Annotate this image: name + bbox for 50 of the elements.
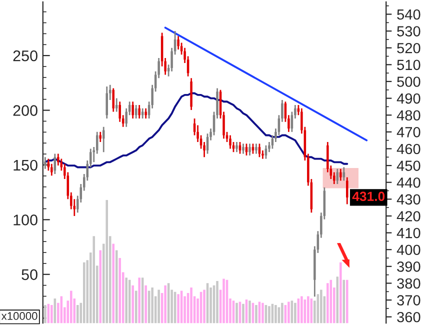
candlestick	[258, 142, 261, 158]
y-tick-label: 510	[397, 60, 420, 70]
y-tick-label: 430	[396, 194, 420, 205]
y-tick-label: 380	[397, 278, 420, 289]
candlestick	[99, 131, 102, 143]
candlestick	[50, 163, 53, 176]
y-tick-label: 390	[397, 262, 420, 272]
candlestick	[144, 108, 147, 120]
candlestick	[106, 86, 108, 120]
y-tick-label: 500	[397, 76, 420, 87]
y-tick-label: 470	[396, 127, 420, 138]
y-tick-label: 200	[13, 105, 38, 116]
y-tick-label: 460	[396, 144, 420, 154]
y-tick-label: 440	[396, 177, 420, 188]
candlestick	[242, 142, 244, 154]
y-tick-label: 360	[397, 312, 420, 322]
candlestick	[115, 98, 118, 112]
annotation: 431.0	[352, 192, 385, 202]
candlestick	[177, 35, 180, 50]
candlestick	[57, 153, 60, 166]
y-tick-label: 490	[396, 93, 420, 104]
candlestick	[340, 168, 342, 182]
y-tick-label: 520	[397, 42, 420, 54]
y-tick-label: 480	[396, 110, 420, 121]
candlestick	[248, 142, 251, 156]
candlestick	[44, 156, 46, 170]
candlestick	[132, 100, 134, 120]
candlestick	[264, 144, 268, 160]
candlestick	[112, 88, 114, 112]
y-tick-label: 250	[13, 50, 38, 62]
y-tick-label: 530	[397, 26, 420, 36]
candlestick	[346, 176, 348, 205]
y-tick-label: 150	[14, 160, 38, 171]
candlestick	[229, 134, 232, 150]
y-tick-label: 450	[396, 160, 420, 171]
y-tick-label: 100	[14, 214, 38, 226]
y-tick-label: 370	[397, 295, 420, 306]
y-tick-label: 410	[396, 228, 420, 238]
candlestick	[102, 126, 105, 153]
y-tick-label: 400	[396, 244, 420, 256]
y-axis-title: x10000	[1, 312, 38, 320]
y-tick-label: 540	[397, 9, 420, 20]
candlestick	[236, 141, 238, 153]
candlestick	[255, 142, 258, 154]
y-tick-label: 420	[396, 211, 420, 222]
candlestick	[118, 100, 121, 123]
candlestick	[252, 142, 254, 154]
y-tick-label: 50	[22, 269, 38, 280]
candlestick	[138, 104, 140, 120]
candlestick	[141, 108, 144, 120]
